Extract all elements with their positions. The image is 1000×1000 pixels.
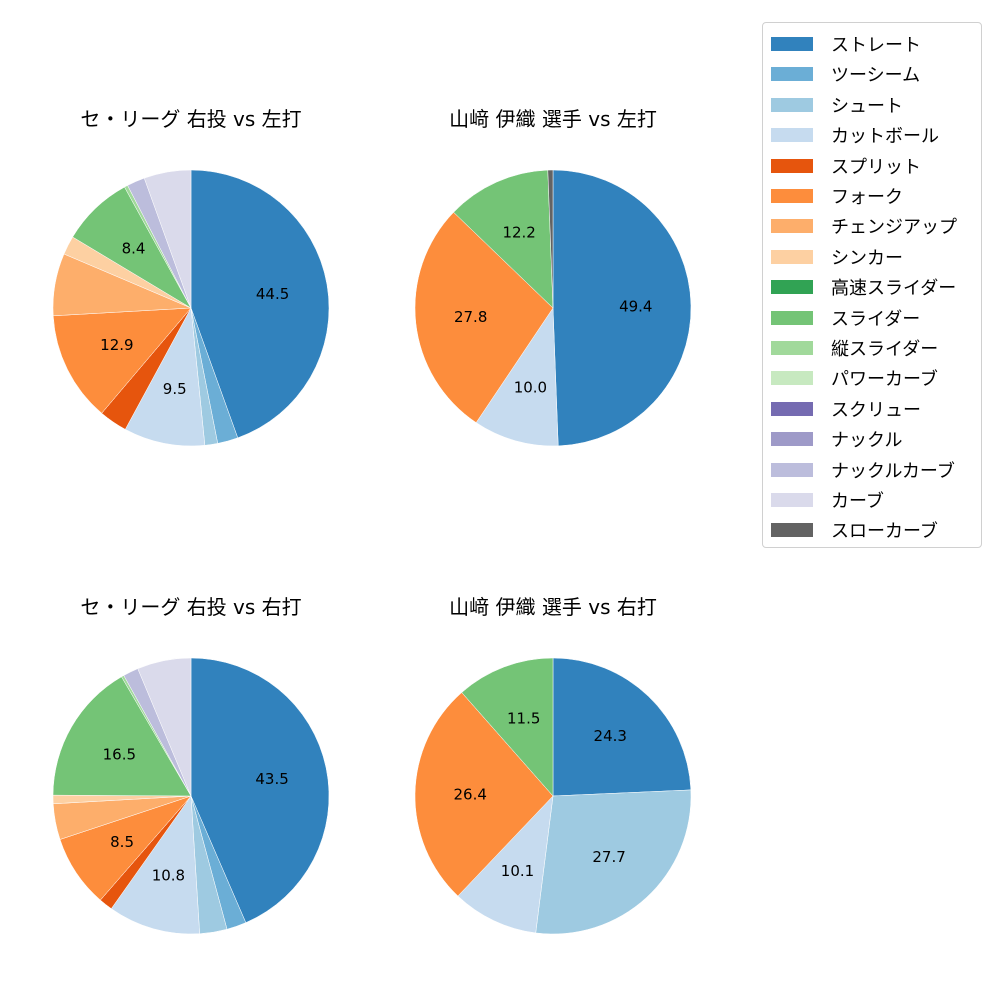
legend-item: ストレート: [771, 34, 921, 56]
slice-value-label: 24.3: [594, 727, 627, 745]
pie-slice: [110, 795, 200, 935]
legend-item: ナックルカーブ: [771, 460, 955, 482]
legend-label: スローカーブ: [831, 521, 938, 543]
legend-item: フォーク: [771, 186, 903, 208]
legend-label: スライダー: [831, 308, 921, 330]
legend-item: カットボール: [771, 125, 939, 148]
legend-label: ストレート: [831, 35, 921, 56]
slice-value-label: 26.4: [454, 785, 487, 803]
legend-item: カーブ: [771, 490, 884, 512]
legend-label: カーブ: [831, 491, 884, 512]
legend-swatch: [771, 432, 813, 447]
pie-slice: [414, 211, 554, 423]
pie-slice: [457, 795, 554, 934]
legend-swatch: [771, 280, 813, 295]
pie-slice: [190, 169, 330, 439]
legend-item: スライダー: [771, 308, 921, 330]
pie-slice: [52, 676, 192, 797]
slice-value-label: 8.4: [122, 239, 146, 257]
legend-label: ツーシーム: [831, 65, 921, 87]
legend-item: スローカーブ: [771, 520, 938, 543]
legend-item: ナックル: [771, 429, 903, 452]
slice-value-label: 49.4: [619, 297, 652, 315]
legend-label: カットボール: [831, 126, 939, 148]
legend-swatch: [771, 462, 813, 477]
legend-swatch: [771, 97, 813, 112]
slice-value-label: 27.7: [592, 848, 625, 866]
legend-label: 縦スライダー: [831, 339, 939, 360]
legend-item: スプリット: [771, 156, 921, 178]
legend-label: ナックルカーブ: [831, 460, 955, 482]
legend-item: シュート: [771, 95, 903, 117]
pie-slice: [124, 307, 206, 447]
slice-value-label: 44.5: [256, 285, 289, 303]
legend-swatch: [771, 493, 813, 507]
slice-value-label: 12.9: [100, 336, 133, 354]
legend-item: ツーシーム: [771, 64, 921, 87]
pie-slice: [52, 307, 192, 414]
legend-label: スクリュー: [831, 399, 921, 421]
slice-value-label: 27.8: [454, 308, 487, 326]
legend-label: フォーク: [831, 187, 903, 208]
legend-swatch: [771, 310, 813, 325]
legend-swatch: [771, 401, 813, 416]
pie-slice: [190, 657, 330, 923]
slice-value-label: 43.5: [255, 770, 288, 788]
legend-swatch: [771, 219, 813, 234]
legend-swatch: [771, 158, 813, 173]
pie-slice: [461, 657, 554, 797]
pie-slice: [414, 692, 554, 897]
slice-value-label: 11.5: [507, 710, 540, 728]
pie-slice: [535, 789, 692, 935]
legend-label: パワーカーブ: [831, 369, 938, 391]
legend-label: スプリット: [831, 156, 921, 178]
legend-swatch: [771, 67, 813, 82]
slice-value-label: 10.0: [514, 379, 547, 397]
legend-swatch: [771, 189, 813, 203]
slice-value-label: 12.2: [502, 223, 535, 241]
pie-slice: [143, 169, 192, 309]
legend-label: シュート: [831, 95, 903, 117]
chart-title-bottom-right: 山﨑 伊織 選手 vs 右打: [449, 595, 657, 619]
chart-title-top-left: セ・リーグ 右投 vs 左打: [80, 107, 302, 131]
chart-title-top-right: 山﨑 伊織 選手 vs 左打: [449, 107, 657, 131]
pie-slice: [475, 307, 559, 447]
legend-label: シンカー: [831, 247, 903, 269]
legend-item: 縦スライダー: [771, 338, 939, 360]
slice-value-label: 10.1: [501, 862, 534, 880]
legend-item: パワーカーブ: [771, 368, 938, 391]
slice-value-label: 10.8: [152, 867, 185, 885]
pie-slice: [552, 657, 692, 797]
legend-swatch: [771, 37, 813, 51]
pie-slice: [453, 169, 554, 309]
slice-value-label: 9.5: [163, 380, 187, 398]
pie-slice: [137, 657, 192, 797]
legend: ストレートツーシームシュートカットボール スプリットフォークチェンジアップ シンカー…: [762, 22, 982, 548]
legend-label: ナックル: [831, 430, 903, 452]
legend-swatch: [771, 371, 813, 386]
legend-swatch: [771, 341, 813, 355]
legend-swatch: [771, 128, 813, 143]
slice-value-label: 8.5: [110, 833, 134, 851]
legend-swatch: [771, 249, 813, 264]
legend-label: 高速スライダー: [831, 278, 957, 300]
legend-item: 高速スライダー: [771, 277, 957, 300]
chart-title-bottom-left: セ・リーグ 右投 vs 右打: [80, 595, 302, 619]
legend-item: スクリュー: [771, 399, 921, 421]
legend-swatch: [771, 523, 813, 538]
slice-value-label: 16.5: [103, 746, 136, 764]
legend-item: チェンジアップ: [771, 216, 957, 239]
legend-item: シンカー: [771, 247, 903, 269]
legend-label: チェンジアップ: [831, 217, 957, 239]
pie-slice: [547, 169, 554, 309]
pie-slice: [552, 169, 692, 447]
